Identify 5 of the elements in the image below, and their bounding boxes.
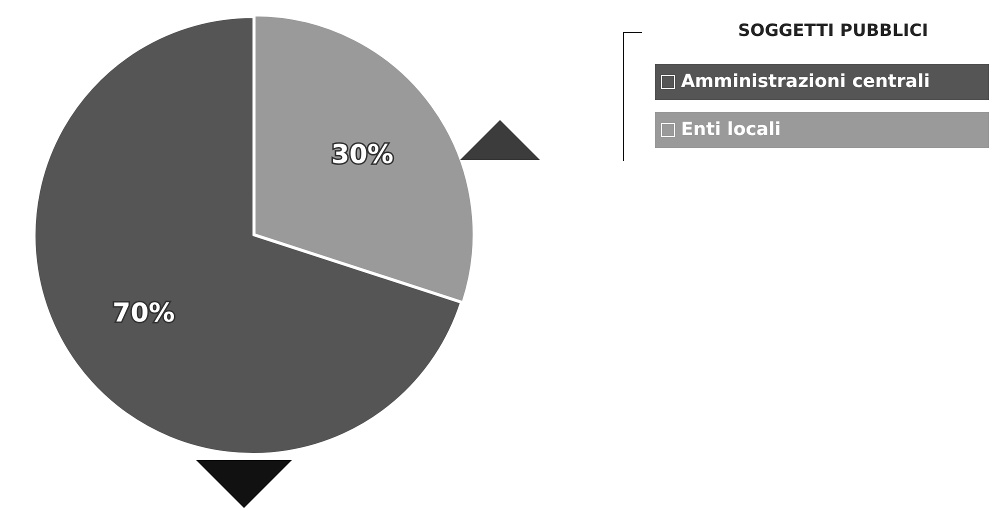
legend-label: Enti locali bbox=[681, 118, 781, 142]
data-label: 30% bbox=[331, 140, 394, 170]
legend-label: Amministrazioni centrali bbox=[681, 70, 930, 94]
legend-title: SOGGETTI PUBBLICI bbox=[738, 21, 928, 41]
data-label: 70% bbox=[112, 298, 175, 329]
